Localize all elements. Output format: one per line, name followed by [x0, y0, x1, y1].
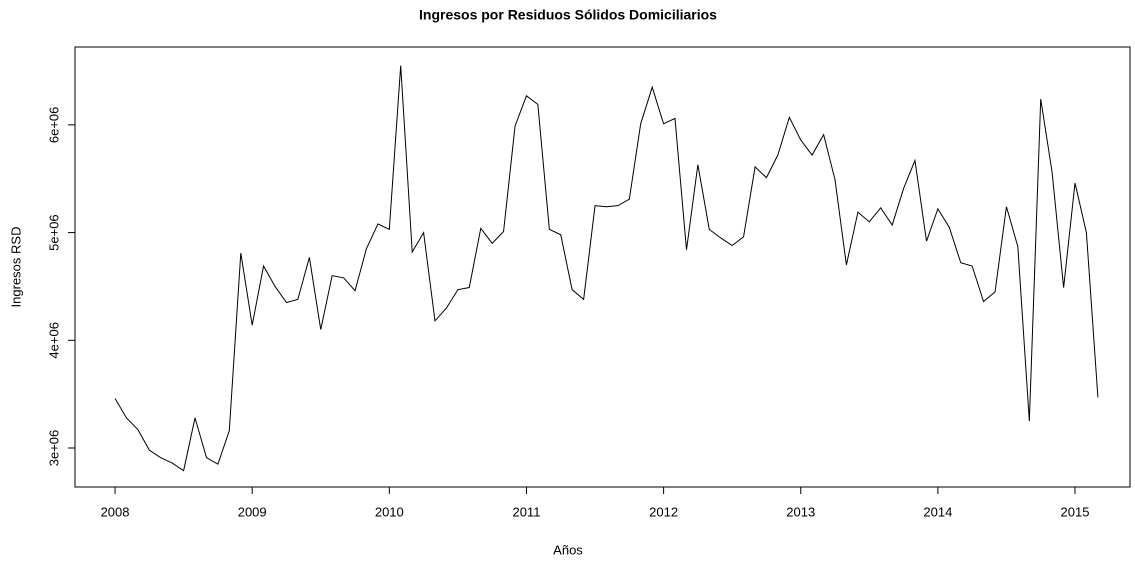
x-tick-label: 2010: [375, 504, 404, 519]
x-tick-label: 2011: [512, 504, 540, 519]
y-tick-label: 3e+06: [46, 430, 61, 467]
data-line: [114, 65, 1099, 472]
x-axis-label: Años: [553, 542, 583, 557]
x-tick-label: 2013: [786, 504, 815, 519]
x-tick-label: 2009: [238, 504, 267, 519]
y-tick-label: 4e+06: [46, 322, 61, 359]
y-tick-label: 6e+06: [46, 107, 61, 144]
y-tick-label: 5e+06: [46, 214, 61, 251]
chart-title: Ingresos por Residuos Sólidos Domiciliar…: [419, 7, 717, 23]
y-axis-label: Ingresos RSD: [8, 227, 23, 308]
x-tick-label: 2008: [101, 504, 130, 519]
x-tick-label: 2014: [923, 504, 952, 519]
x-tick-label: 2012: [649, 504, 678, 519]
plot-frame: [74, 46, 1131, 488]
x-tick-label: 2015: [1061, 504, 1090, 519]
